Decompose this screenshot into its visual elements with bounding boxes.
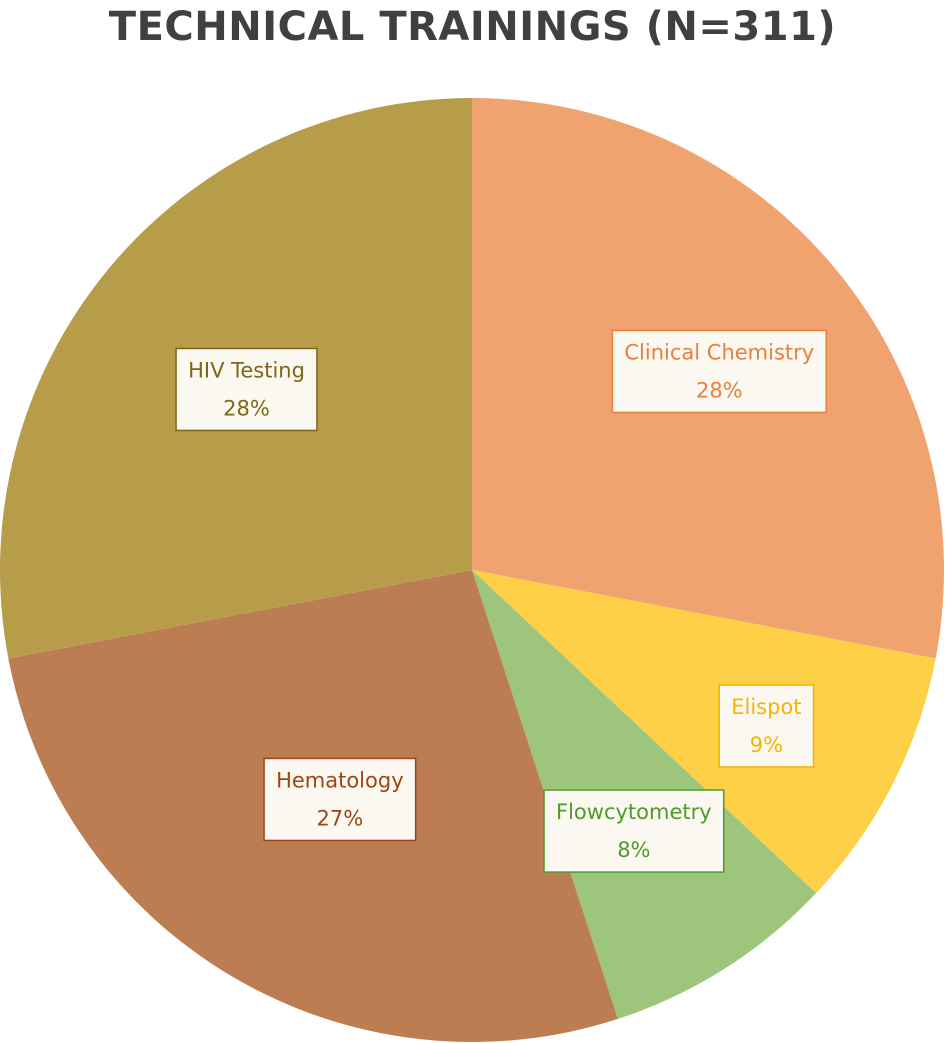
data-label-box [175, 347, 318, 432]
data-label-category: HIV Testing [188, 358, 305, 382]
data-label-value: 28% [223, 396, 270, 420]
data-label-box [611, 329, 827, 414]
pie-slices [0, 98, 944, 1042]
data-label-flowcytometry: Flowcytometry 8% [543, 789, 725, 873]
pie-slice-elispot [472, 570, 936, 894]
data-label-category: Flowcytometry [556, 800, 712, 824]
data-label-value: 9% [750, 733, 783, 757]
data-label-hematology: Hematology 27% [263, 757, 417, 842]
data-label-hiv-testing: HIV Testing 28% [175, 347, 318, 432]
data-label-box [543, 789, 725, 873]
chart-title: TECHNICAL TRAININGS (N=311) [108, 4, 837, 50]
data-label-value: 27% [317, 806, 364, 830]
data-label-category: Clinical Chemistry [624, 340, 814, 364]
data-label-category: Elispot [731, 695, 801, 719]
data-label-clinical-chemistry: Clinical Chemistry 28% [611, 329, 827, 414]
data-label-elispot: Elispot 9% [718, 684, 815, 768]
data-label-box [718, 684, 815, 768]
data-label-value: 8% [617, 838, 650, 862]
data-label-box [263, 757, 417, 842]
data-label-value: 28% [696, 378, 743, 402]
pie-data-labels: Clinical Chemistry 28% Elispot 9% Flowcytome… [175, 329, 827, 873]
data-label-category: Hematology [276, 768, 404, 792]
